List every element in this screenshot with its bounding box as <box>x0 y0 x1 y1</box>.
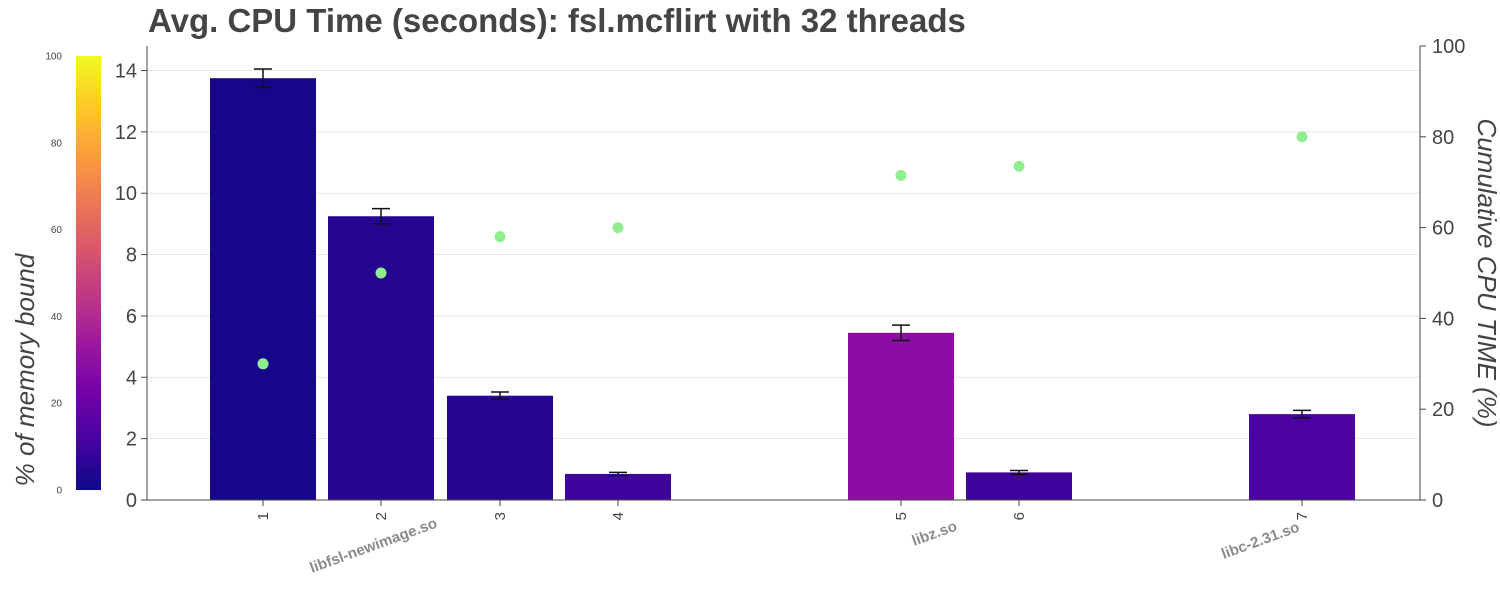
y-right-tick-label: 40 <box>1432 308 1454 330</box>
x-tick-label: 7 <box>1294 512 1311 520</box>
y-right-tick-label: 0 <box>1432 490 1443 512</box>
x-tick-label: 6 <box>1011 512 1028 520</box>
cumulative-point <box>375 267 387 279</box>
cumulative-point <box>494 231 506 243</box>
colorbar: 0 20 40 60 80 100 % of memory bound <box>10 52 101 497</box>
colorbar-tick-label: 0 <box>56 486 62 497</box>
bar <box>848 332 954 500</box>
bar <box>966 472 1072 500</box>
bar <box>1249 414 1355 500</box>
x-tick-label: 1 <box>255 512 272 520</box>
bar <box>328 216 434 500</box>
colorbar-tick-label: 60 <box>51 225 63 236</box>
x-tick-label: 5 <box>893 512 910 520</box>
x-tick-label: 4 <box>610 512 627 520</box>
y-left-tick-label: 4 <box>126 367 137 389</box>
y-right-axis-title: Cumulative CPU TIME (%) <box>1472 118 1500 427</box>
cumulative-point <box>612 222 624 234</box>
colorbar-tick-label: 100 <box>45 52 62 63</box>
colorbar-tick-label: 40 <box>51 312 63 323</box>
chart-title: Avg. CPU Time (seconds): fsl.mcflirt wit… <box>148 2 966 39</box>
colorbar-tick-label: 80 <box>51 138 63 149</box>
cumulative-point <box>1296 131 1308 143</box>
colorbar-gradient <box>76 56 101 490</box>
y-left-tick-label: 8 <box>126 245 137 267</box>
y-left-tick-label: 14 <box>115 61 137 83</box>
y-right-tick-label: 100 <box>1432 36 1465 58</box>
cumulative-point <box>257 358 269 370</box>
y-right-tick-label: 60 <box>1432 218 1454 240</box>
group-label: libc-2.31.so <box>1219 519 1302 563</box>
y-left-tick-label: 6 <box>126 306 137 328</box>
cumulative-points <box>257 131 1308 370</box>
cumulative-point <box>1013 160 1025 172</box>
bar <box>447 395 553 500</box>
group-label: libz.so <box>910 518 960 550</box>
x-tick-label: 2 <box>373 512 390 520</box>
bar <box>210 78 316 500</box>
colorbar-tick-label: 20 <box>51 399 63 410</box>
group-label: libfsl-newimage.so <box>307 515 439 577</box>
bar <box>565 473 671 500</box>
bars <box>210 68 1355 500</box>
y-right-tick-label: 20 <box>1432 399 1454 421</box>
cumulative-point <box>895 169 907 181</box>
y-left-tick-label: 12 <box>115 122 137 144</box>
x-tick-label: 3 <box>492 512 509 520</box>
y-left-tick-label: 10 <box>115 183 137 205</box>
y-right-tick-label: 80 <box>1432 127 1454 149</box>
y-left-tick-label: 2 <box>126 429 137 451</box>
colorbar-title: % of memory bound <box>10 252 40 486</box>
y-left-tick-label: 0 <box>126 490 137 512</box>
